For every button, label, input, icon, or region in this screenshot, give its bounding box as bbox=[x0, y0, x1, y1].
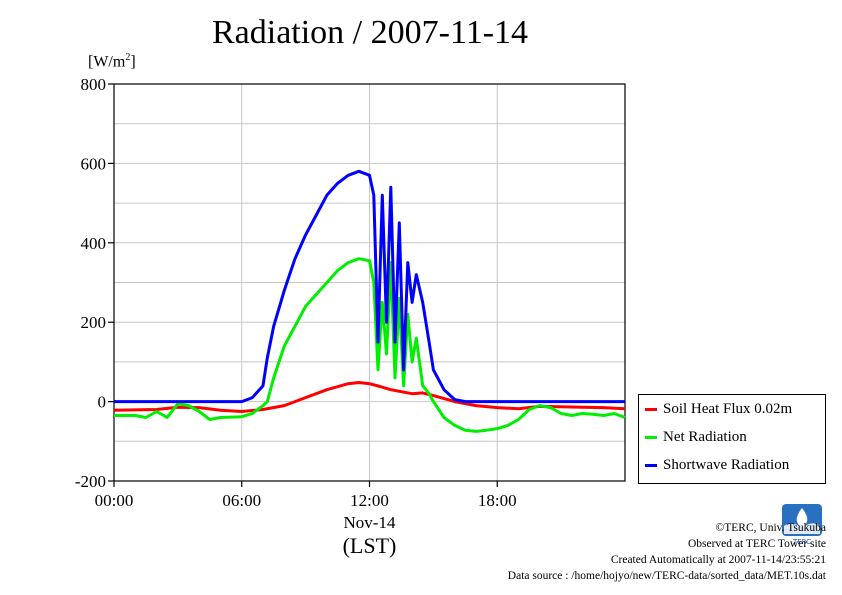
y-tick-label: -200 bbox=[75, 472, 106, 491]
y-tick-label: 800 bbox=[81, 75, 107, 94]
x-date-label: Nov-14 bbox=[344, 513, 396, 532]
x-tick-label: 18:00 bbox=[478, 491, 517, 510]
chart-title: Radiation / 2007-11-14 bbox=[211, 14, 529, 51]
terc-logo bbox=[782, 504, 822, 536]
series-shortwave-radiation bbox=[114, 169, 625, 404]
y-tick-label: 600 bbox=[81, 154, 107, 173]
legend-swatch-net-radiation bbox=[645, 436, 657, 440]
logo-text: TERC bbox=[792, 538, 812, 546]
legend-swatch-soil-heat-flux bbox=[645, 408, 657, 412]
legend-item-net-radiation: Net Radiation bbox=[645, 429, 747, 446]
y-axis-unit: [W/m2] bbox=[88, 52, 136, 71]
credit-source: Data source : /home/hojyo/new/TERC-data/… bbox=[507, 570, 826, 582]
x-axis-label: (LST) bbox=[343, 533, 397, 558]
y-tick-label: 400 bbox=[81, 234, 107, 253]
x-tick-label: 06:00 bbox=[222, 491, 261, 510]
credits: ©TERC, Univ. Tsukuba Observed at TERC To… bbox=[508, 520, 826, 584]
credit-created: Created Automatically at 2007-11-14/23:5… bbox=[610, 554, 826, 566]
y-tick-label: 0 bbox=[98, 393, 107, 412]
legend-item-shortwave-radiation: Shortwave Radiation bbox=[645, 457, 789, 474]
series-soil-heat-flux bbox=[113, 381, 626, 413]
x-tick-label: 12:00 bbox=[350, 491, 389, 510]
legend-swatch-shortwave-radiation bbox=[645, 464, 657, 468]
x-tick-label: 00:00 bbox=[95, 491, 134, 510]
series-net-radiation bbox=[114, 257, 626, 433]
legend: Soil Heat Flux 0.02m Net Radiation Short… bbox=[638, 394, 826, 484]
credit-observed: Observed at TERC Tower site bbox=[687, 538, 826, 550]
legend-item-soil-heat-flux: Soil Heat Flux 0.02m bbox=[645, 401, 792, 418]
y-tick-label: 200 bbox=[81, 313, 107, 332]
credit-copyright: ©TERC, Univ. Tsukuba bbox=[715, 522, 826, 534]
